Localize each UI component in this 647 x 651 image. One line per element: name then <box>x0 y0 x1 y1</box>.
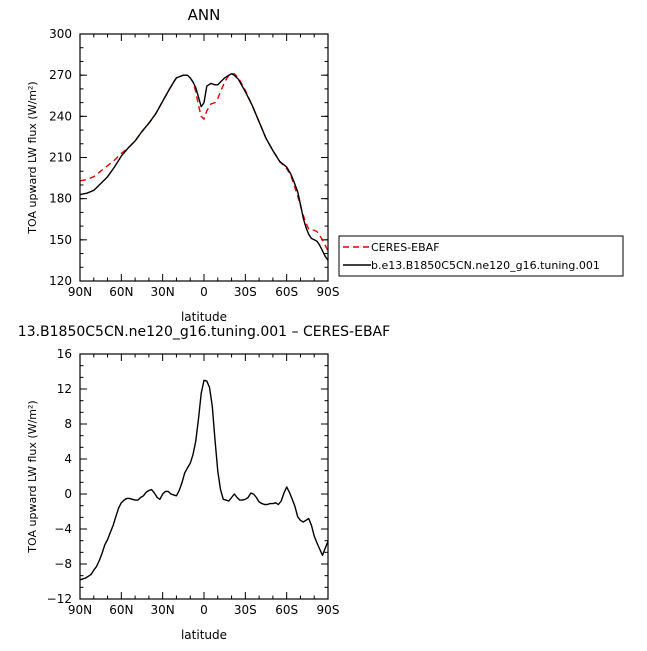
legend-label: b.e13.B1850C5CN.ne120_g16.tuning.001 <box>371 259 600 272</box>
y-tick-label: −12 <box>47 592 72 606</box>
x-tick-label: 90S <box>317 285 340 299</box>
x-tick-label: 0 <box>200 603 208 617</box>
x-tick-label: 0 <box>200 285 208 299</box>
x-tick-label: 60S <box>275 285 298 299</box>
y-tick-label: 16 <box>57 347 72 361</box>
y-tick-label: 300 <box>49 27 72 41</box>
y-tick-label: 0 <box>64 487 72 501</box>
y-axis-label: TOA upward LW flux (W/m²) <box>26 81 39 234</box>
chart-title-0: ANN <box>188 6 221 24</box>
x-tick-label: 30N <box>151 285 175 299</box>
y-tick-label: 12 <box>57 382 72 396</box>
x-tick-label: 30N <box>151 603 175 617</box>
x-axis-label: latitude <box>181 628 227 642</box>
y-tick-label: 180 <box>49 192 72 206</box>
x-tick-label: 30S <box>234 603 257 617</box>
y-tick-label: −4 <box>54 522 72 536</box>
plot-frame <box>79 353 329 600</box>
x-tick-label: 90N <box>68 603 92 617</box>
x-tick-label: 60N <box>109 285 133 299</box>
series-line-b-e13-b1850c5cn-ne120-g16-tuning-001 <box>79 73 329 261</box>
y-tick-label: 210 <box>49 151 72 165</box>
legend-label: CERES-EBAF <box>371 241 440 254</box>
y-tick-label: −8 <box>54 557 72 571</box>
chart-title-1: 13.B1850C5CN.ne120_g16.tuning.001 – CERE… <box>18 324 390 340</box>
y-axis-label: TOA upward LW flux (W/m²) <box>26 400 39 553</box>
x-tick-label: 30S <box>234 285 257 299</box>
x-axis-label: latitude <box>181 310 227 324</box>
legend-box <box>338 235 624 277</box>
y-tick-label: 4 <box>64 452 72 466</box>
plot-frame <box>79 33 329 282</box>
y-tick-label: 270 <box>49 68 72 82</box>
x-tick-label: 90N <box>68 285 92 299</box>
x-tick-label: 60S <box>275 603 298 617</box>
y-tick-label: 8 <box>64 417 72 431</box>
x-tick-label: 60N <box>109 603 133 617</box>
x-tick-label: 90S <box>317 603 340 617</box>
y-tick-label: 150 <box>49 233 72 247</box>
y-tick-label: 240 <box>49 109 72 123</box>
y-tick-label: 120 <box>49 274 72 288</box>
series-line-1-0 <box>79 379 329 581</box>
